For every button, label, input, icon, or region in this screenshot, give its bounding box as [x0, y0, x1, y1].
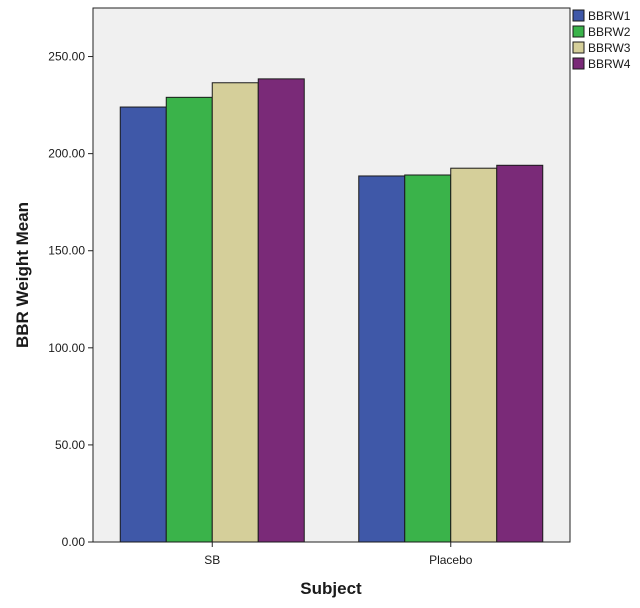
bar-bbrw2-sb	[165, 96, 213, 543]
bar-bbrw1-sb	[119, 106, 167, 543]
legend-swatch	[572, 57, 585, 70]
y-tick-label: 250.00	[48, 50, 85, 64]
legend-swatch	[572, 9, 585, 22]
y-tick-label: 200.00	[48, 147, 85, 161]
bar-bbrw3-placebo	[450, 167, 498, 543]
legend-label: BBRW1	[588, 9, 631, 23]
x-axis: SB Placebo	[204, 542, 473, 567]
bar-bbrw1-placebo	[358, 175, 406, 543]
bar-bbrw2-placebo	[404, 174, 452, 543]
legend-swatch	[572, 41, 585, 54]
bar-bbrw3-sb	[211, 82, 259, 543]
y-tick-label: 100.00	[48, 341, 85, 355]
y-axis-title: BBR Weight Mean	[13, 202, 32, 348]
legend: BBRW1 BBRW2 BBRW3 BBRW4	[572, 9, 631, 71]
legend-label: BBRW2	[588, 25, 631, 39]
bar-bbrw4-placebo	[496, 164, 544, 543]
bars-group	[119, 78, 544, 543]
x-tick-label: Placebo	[429, 553, 473, 567]
y-axis: 0.00 50.00 100.00 150.00 200.00 250.00	[48, 50, 93, 549]
legend-label: BBRW4	[588, 57, 631, 71]
bar-bbrw4-sb	[257, 78, 305, 543]
legend-swatch	[572, 25, 585, 38]
legend-label: BBRW3	[588, 41, 631, 55]
y-tick-label: 0.00	[62, 535, 86, 549]
x-axis-title: Subject	[300, 579, 362, 598]
y-tick-label: 150.00	[48, 244, 85, 258]
y-tick-label: 50.00	[55, 438, 85, 452]
x-tick-label: SB	[204, 553, 220, 567]
